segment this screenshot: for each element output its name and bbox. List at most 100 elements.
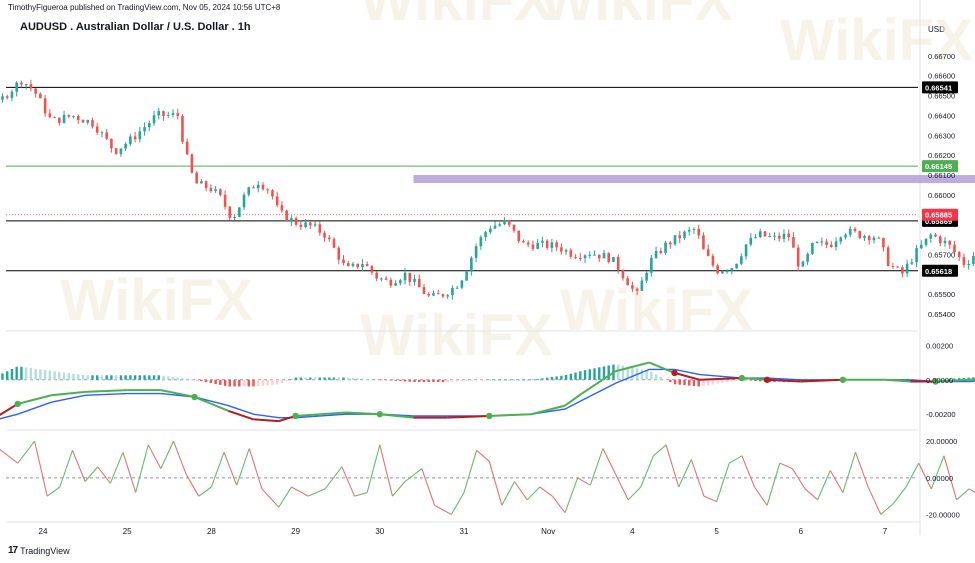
candle-body	[721, 271, 724, 274]
macd-histogram-bar	[673, 379, 677, 385]
macd-histogram-bar	[299, 377, 303, 380]
oscillator-segment	[918, 462, 932, 490]
oscillator-segment	[728, 455, 743, 464]
candle-body	[744, 244, 748, 257]
candle-body	[43, 98, 47, 114]
candle-body	[432, 293, 435, 296]
candle-body	[337, 247, 341, 260]
oscillator-pane[interactable]	[0, 438, 975, 515]
candle-body	[645, 272, 648, 281]
macd-histogram-bar	[948, 378, 951, 380]
candle-body	[507, 220, 511, 225]
candle-body	[498, 224, 502, 226]
macd-histogram-bar	[67, 373, 70, 380]
macd-histogram-bar	[39, 369, 42, 380]
oscillator-segment	[716, 462, 730, 502]
macd-pane[interactable]	[0, 345, 975, 426]
currency-label: USD	[928, 25, 945, 34]
macd-histogram-bar	[313, 377, 317, 380]
oscillator-segment	[564, 477, 579, 513]
candle-body	[181, 115, 184, 142]
candle-body	[436, 293, 440, 295]
macd-histogram-bar	[654, 374, 658, 380]
macd-histogram-bar	[375, 379, 378, 381]
oscillator-segment	[46, 486, 61, 497]
candle-body	[133, 136, 137, 140]
macd-histogram-bar	[702, 379, 705, 386]
candle-body	[668, 242, 672, 245]
macd-histogram-bar	[204, 379, 208, 383]
oscillator-segment	[354, 491, 368, 497]
current-price-text: 0.65885	[925, 211, 952, 220]
candle-body	[124, 143, 127, 149]
macd-histogram-bar	[517, 379, 520, 381]
candle-body	[261, 184, 265, 190]
time-tick-label: 30	[375, 527, 384, 536]
candle-body	[740, 256, 743, 264]
candle-body	[702, 235, 705, 250]
macd-histogram-bar	[711, 379, 715, 385]
oscillator-segment	[817, 470, 831, 501]
candle-body	[493, 225, 497, 229]
price-pane[interactable]	[0, 41, 975, 300]
macd-histogram-bar	[257, 379, 260, 387]
price-tick-label: 0.65500	[928, 290, 955, 299]
macd-histogram-bar	[545, 377, 549, 380]
oscillator-segment	[627, 486, 642, 501]
oscillator-segment	[421, 468, 436, 506]
candle-body	[58, 117, 61, 123]
candle-body	[394, 283, 397, 286]
candle-body	[607, 253, 611, 263]
macd-histogram-bar	[583, 370, 587, 380]
candle-body	[754, 237, 757, 239]
macd-histogram-bar	[413, 379, 416, 383]
oscillator-segment	[905, 462, 920, 488]
candle-body	[67, 114, 71, 117]
macd-histogram-bar	[669, 379, 672, 383]
macd-histogram-bar	[361, 378, 364, 380]
candle-body	[943, 240, 947, 244]
macd-histogram-bar	[470, 379, 473, 381]
candle-body	[148, 123, 151, 128]
oscillator-segment	[248, 448, 263, 489]
macd-histogram-bar	[389, 379, 393, 381]
candle-body	[489, 228, 492, 233]
macd-histogram-bar	[512, 379, 516, 381]
candle-body	[673, 235, 677, 245]
oscillator-segment	[577, 477, 591, 486]
macd-histogram-bar	[309, 377, 312, 380]
oscillator-segment	[109, 451, 124, 484]
oscillator-segment	[741, 455, 755, 488]
candle-body	[195, 172, 198, 184]
candle-body	[953, 244, 956, 252]
macd-histogram-bar	[20, 366, 23, 380]
macd-histogram-bar	[640, 369, 644, 380]
oscillator-segment	[341, 466, 356, 497]
macd-histogram-bar	[451, 379, 454, 382]
candle-body	[602, 253, 606, 259]
macd-histogram-bar	[81, 375, 85, 380]
candle-body	[455, 287, 459, 289]
macd-histogram-bar	[579, 371, 582, 380]
candle-body	[309, 222, 312, 226]
oscillator-segment	[791, 468, 806, 490]
macd-histogram-bar	[219, 379, 222, 385]
candle-body	[564, 250, 568, 252]
macd-histogram-bar	[133, 375, 137, 380]
time-tick-label: 7	[883, 527, 888, 536]
candle-body	[716, 265, 719, 274]
brand-name: TradingView	[20, 545, 70, 556]
oscillator-segment	[678, 459, 692, 488]
macd-histogram-bar	[749, 379, 753, 381]
macd-histogram-bar	[34, 368, 37, 380]
candle-body	[844, 234, 847, 238]
candle-body	[204, 181, 208, 189]
macd-histogram-bar	[15, 366, 18, 380]
candle-body	[773, 235, 776, 237]
candle-body	[451, 287, 454, 296]
candle-body	[796, 247, 800, 267]
oscillator-segment	[842, 452, 857, 493]
macd-histogram-bar	[304, 377, 307, 380]
